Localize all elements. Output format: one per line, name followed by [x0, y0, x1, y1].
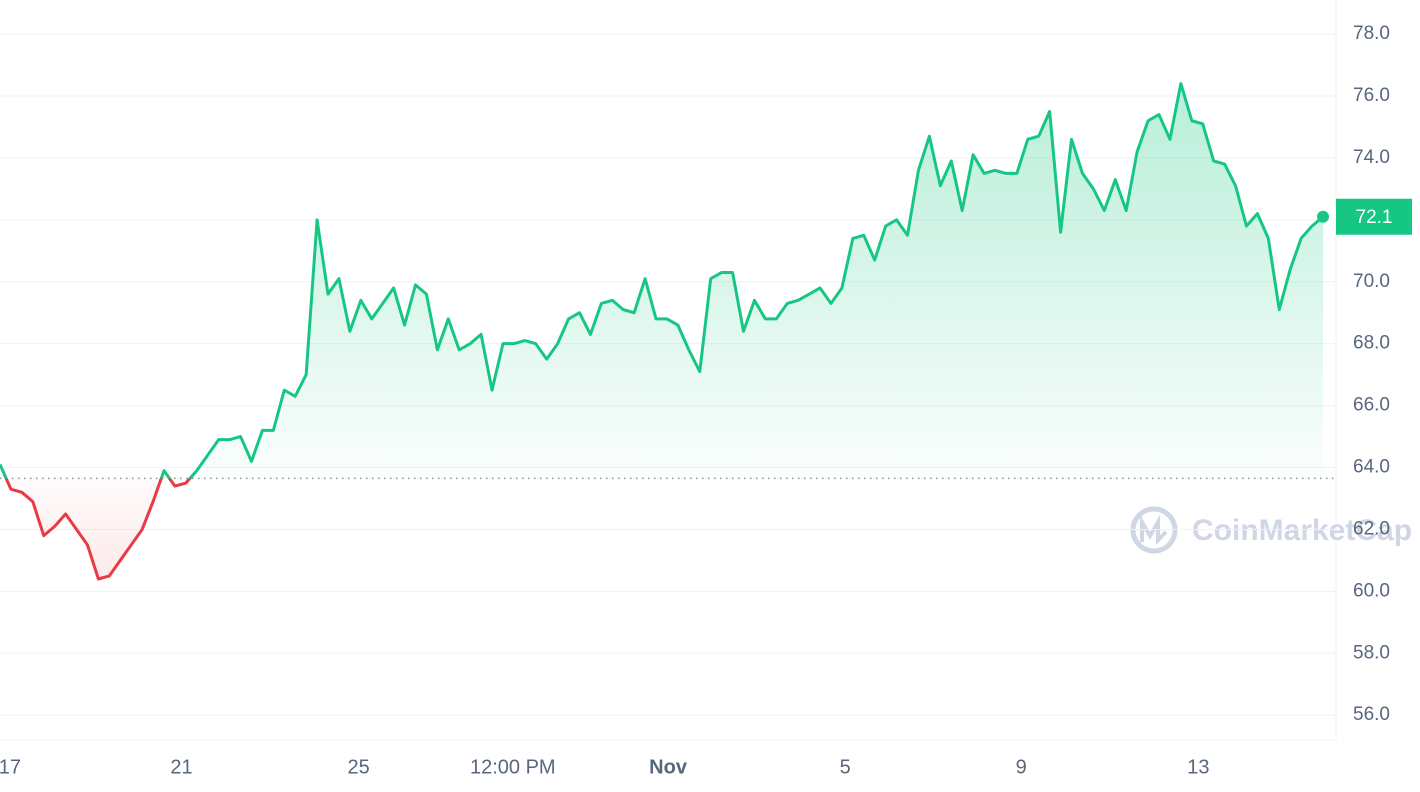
y-tick-label: 68.0: [1353, 333, 1390, 354]
y-tick-label: 74.0: [1353, 147, 1390, 168]
last-point: [1317, 210, 1329, 223]
area-fill: [0, 83, 1323, 579]
y-tick-label: 78.0: [1353, 23, 1390, 44]
price-line: [0, 82, 1324, 581]
x-tick-label: 21: [170, 756, 192, 778]
x-tick-label: Nov: [649, 756, 688, 778]
watermark-text: CoinMarketCap: [1192, 514, 1412, 547]
y-tick-label: 66.0: [1353, 395, 1390, 416]
y-tick-label: 76.0: [1353, 85, 1390, 106]
y-tick-label: 62.0: [1353, 518, 1390, 539]
watermark-logo-mark: [1140, 514, 1168, 545]
x-tick-label: 9: [1016, 756, 1027, 778]
y-tick-label: 56.0: [1353, 704, 1390, 725]
x-tick-label: 5: [840, 756, 851, 778]
y-tick-label: 64.0: [1353, 457, 1390, 478]
y-tick-label: 58.0: [1353, 642, 1390, 663]
x-tick-label: 25: [348, 756, 370, 778]
watermark-logo: [1130, 506, 1178, 554]
price-tag-label: 72.1: [1356, 207, 1393, 228]
y-tick-label: 60.0: [1353, 580, 1390, 601]
y-tick-label: 70.0: [1353, 271, 1390, 292]
watermark: CoinMarketCap: [1130, 506, 1412, 554]
x-tick-label: 12:00 PM: [470, 756, 556, 778]
x-tick-label: 17: [0, 756, 21, 778]
price-tag: [1336, 198, 1412, 235]
x-tick-label: 13: [1187, 756, 1209, 778]
